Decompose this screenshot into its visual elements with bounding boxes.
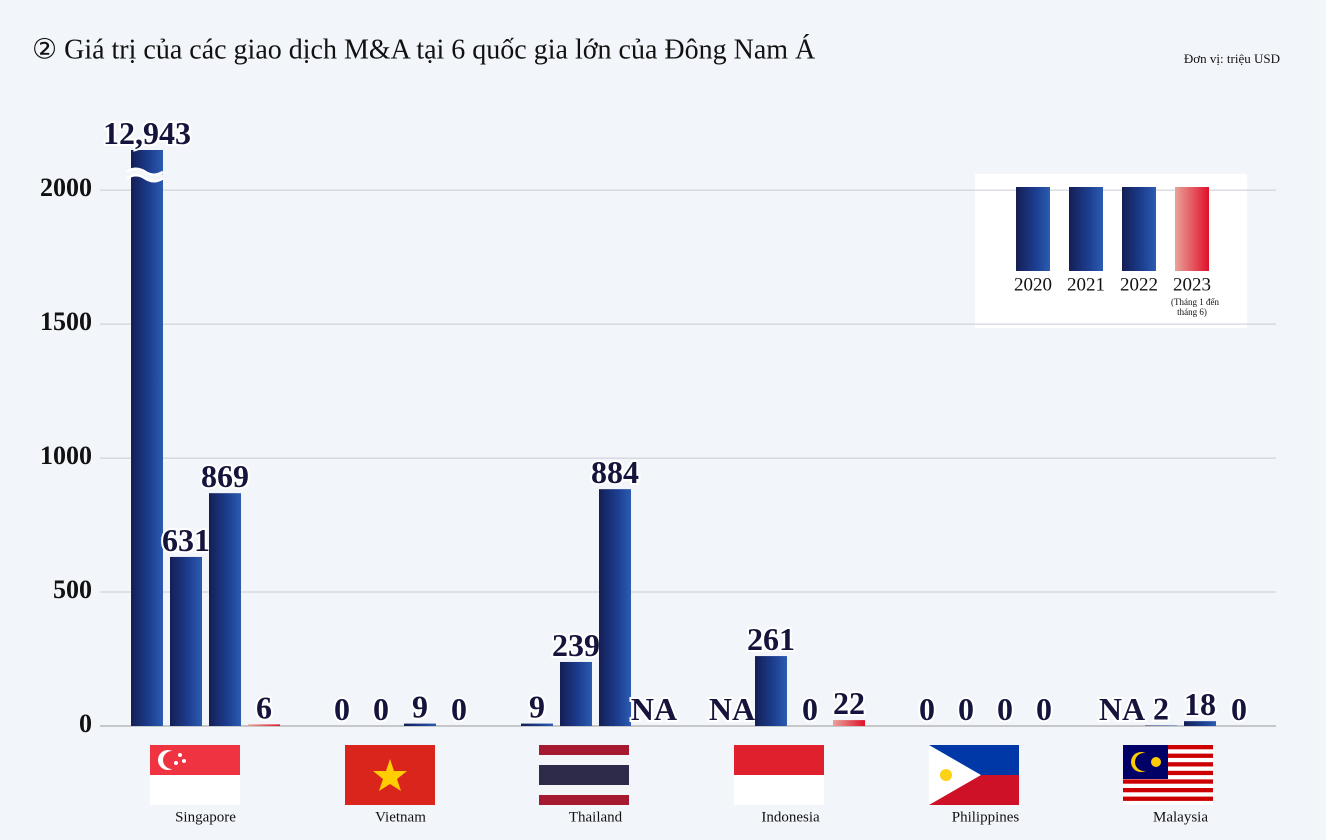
value-label: 0 — [1036, 691, 1052, 727]
value-label: 869 — [201, 458, 249, 494]
y-tick-label: 500 — [53, 575, 92, 604]
value-label: 18 — [1184, 686, 1216, 722]
value-label: 0 — [373, 691, 389, 727]
value-label: 0 — [1231, 691, 1247, 727]
y-tick-label: 1000 — [40, 441, 92, 470]
y-tick-label: 0 — [79, 709, 92, 738]
legend-label: 2020 — [1014, 274, 1052, 295]
y-tick-label: 1500 — [40, 307, 92, 336]
x-tick-label: Vietnam — [375, 809, 426, 825]
unit-label: Đơn vị: triệu USD — [1184, 51, 1280, 66]
x-tick-label: Singapore — [175, 809, 236, 825]
x-tick-label: Indonesia — [761, 809, 820, 825]
value-label: 0 — [958, 691, 974, 727]
value-label: 12,943 — [103, 115, 191, 151]
axis-break — [126, 167, 164, 183]
value-label: 0 — [334, 691, 350, 727]
bar — [404, 723, 436, 726]
bar — [521, 723, 553, 726]
bar — [209, 493, 241, 726]
value-label: NA — [709, 691, 755, 727]
x-tick-label: Philippines — [952, 809, 1020, 825]
bar — [1184, 721, 1216, 726]
y-tick-label: 2000 — [40, 173, 92, 202]
value-label: 0 — [997, 691, 1013, 727]
value-label: 0 — [802, 691, 818, 727]
legend-swatch — [1122, 187, 1156, 271]
bar — [755, 656, 787, 726]
value-label: 0 — [451, 691, 467, 727]
legend-note-line: tháng 6) — [1177, 307, 1207, 317]
legend-label: 2021 — [1067, 274, 1105, 295]
value-label: 22 — [833, 685, 865, 721]
value-label: 261 — [747, 621, 795, 657]
legend-swatch — [1016, 187, 1050, 271]
bar — [248, 724, 280, 726]
legend-label: 2023 — [1173, 274, 1211, 295]
bar — [1145, 725, 1177, 726]
value-label: NA — [631, 691, 677, 727]
bar — [131, 150, 163, 726]
value-label: 6 — [256, 689, 272, 725]
x-tick-label: Malaysia — [1153, 809, 1208, 825]
axis-break — [125, 170, 165, 180]
bar — [170, 556, 202, 726]
legend-swatch — [1175, 187, 1209, 271]
x-tick-label: Thailand — [569, 809, 623, 825]
bar — [833, 720, 865, 726]
legend-swatch — [1069, 187, 1103, 271]
chart-title: ② Giá trị của các giao dịch M&A tại 6 qu… — [32, 34, 816, 65]
value-label: 9 — [529, 689, 545, 725]
value-label: 239 — [552, 627, 600, 663]
legend-label: 2022 — [1120, 274, 1158, 295]
value-label: 2 — [1153, 690, 1169, 726]
value-label: 631 — [162, 522, 210, 558]
legend-note-line: (Tháng 1 đến — [1171, 297, 1219, 307]
flags — [150, 745, 1213, 805]
value-label: 9 — [412, 689, 428, 725]
legend-note: (Tháng 1 đến tháng 6) — [1171, 297, 1219, 317]
value-label: 884 — [591, 454, 639, 490]
value-label: NA — [1099, 691, 1145, 727]
value-label: 0 — [919, 691, 935, 727]
bar — [599, 489, 631, 726]
bar — [560, 661, 592, 726]
